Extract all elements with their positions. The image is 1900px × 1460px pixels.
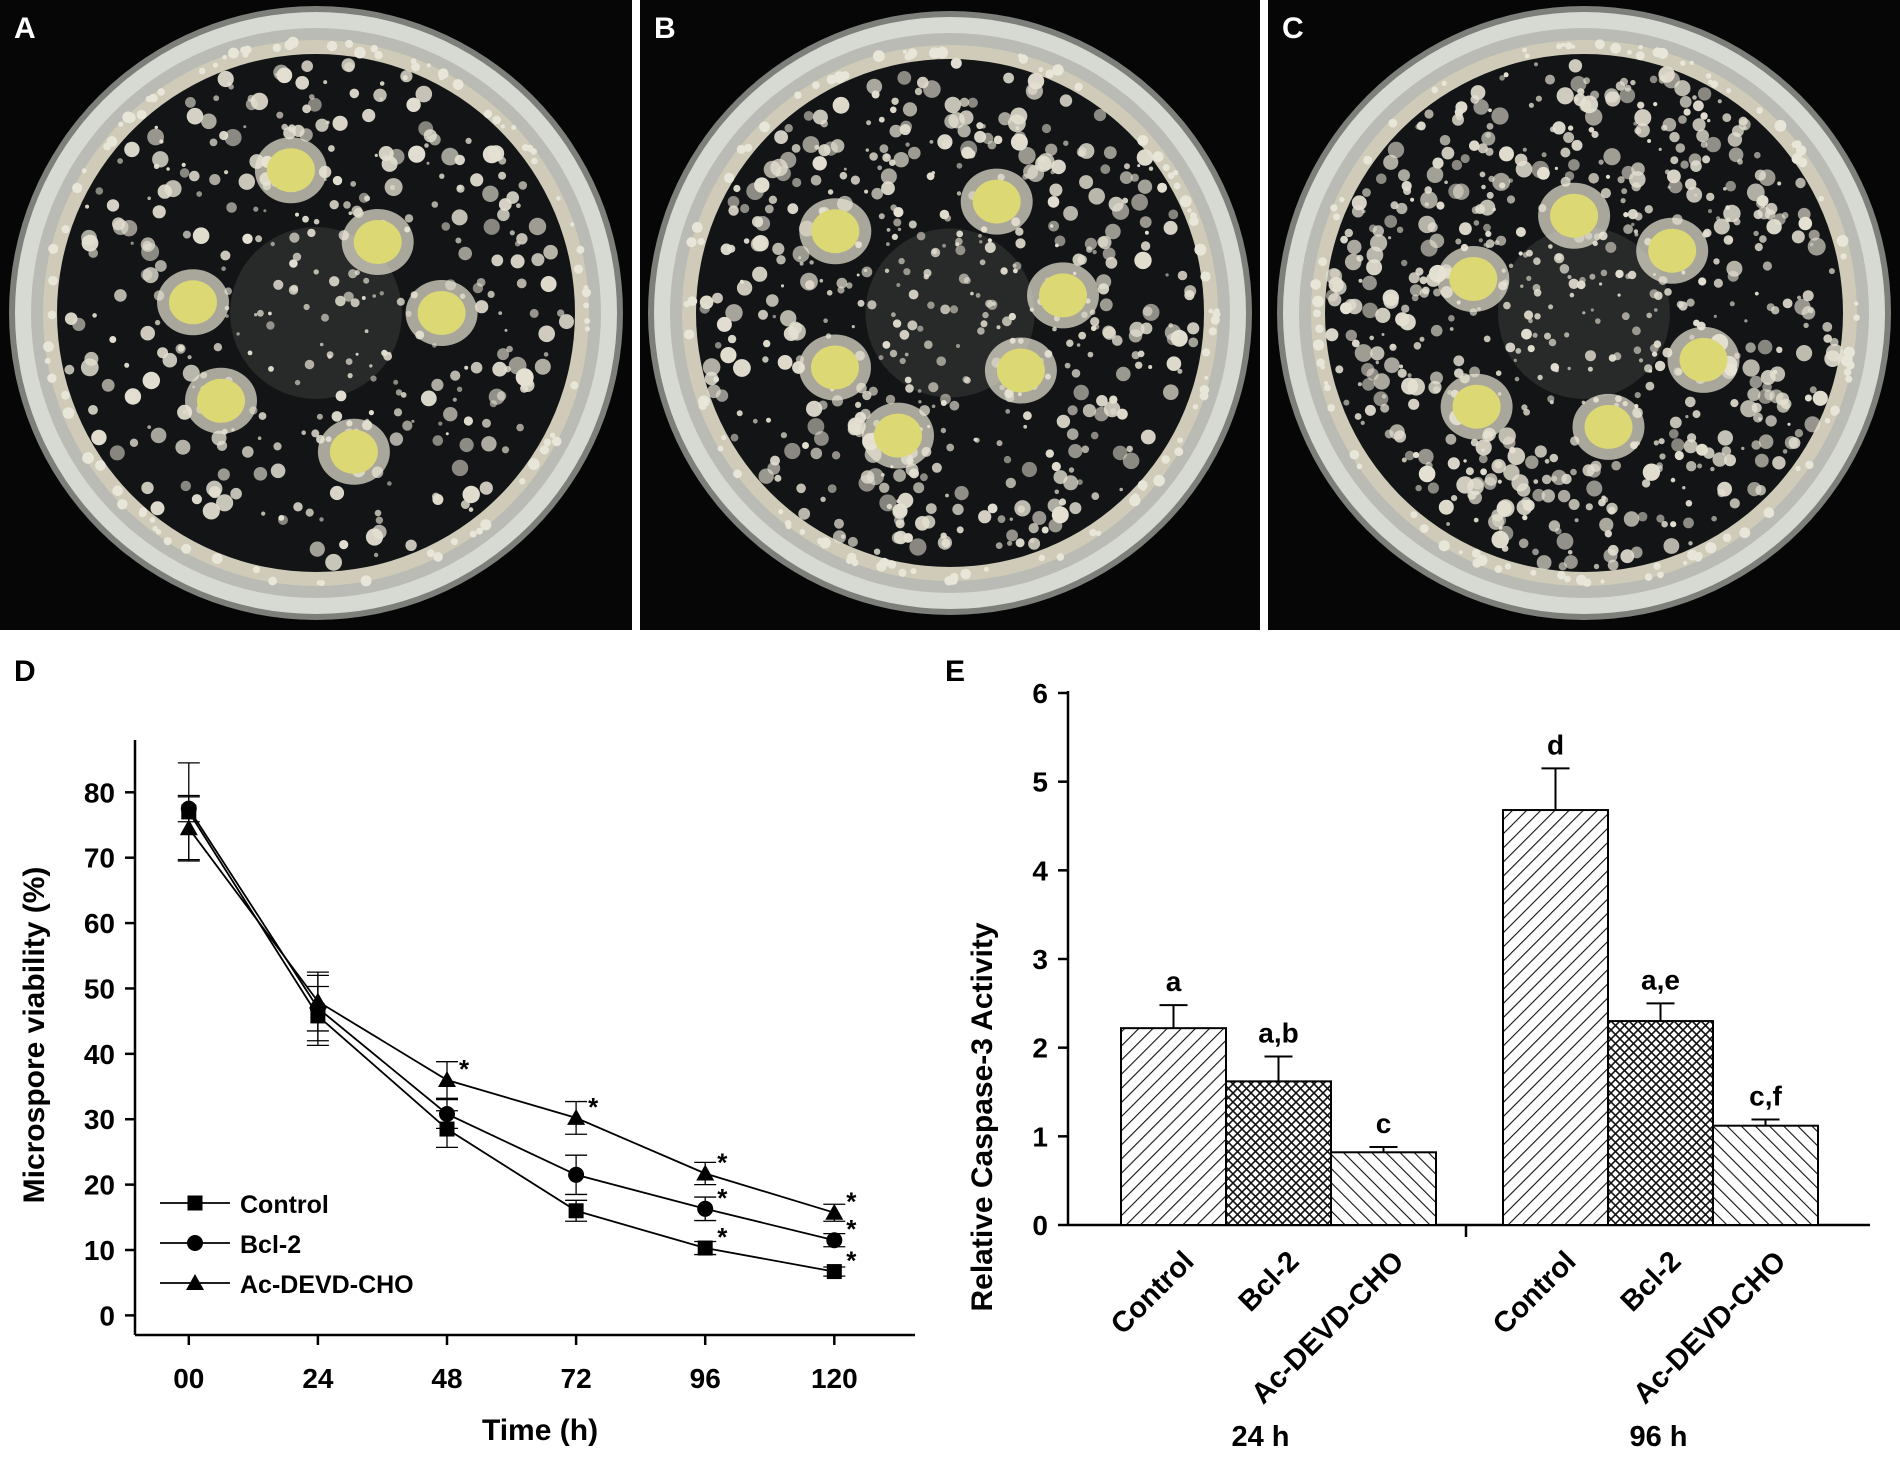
bar-ac-devd-cho (1712, 1124, 1819, 1226)
photo-panel-b: B (640, 0, 1260, 630)
y-tick-label: 0 (99, 1300, 115, 1331)
legend: Control Bcl-2 Ac-DEVD-CHO (160, 1191, 414, 1299)
significance-letters: c,f (1749, 1080, 1782, 1111)
x-tick-label: 48 (431, 1363, 462, 1394)
legend-label: Ac-DEVD-CHO (240, 1271, 414, 1299)
significance-letters: a (1166, 966, 1182, 997)
x-tick-label: 96 (690, 1363, 721, 1394)
significance-star: * (459, 1054, 470, 1084)
bar-control (1502, 809, 1609, 1226)
series-line-ac-devd-cho (188, 827, 835, 1214)
y-tick-label: 1 (1032, 1121, 1048, 1152)
data-point-square (697, 1240, 713, 1256)
significance-star: * (846, 1214, 857, 1244)
y-tick-label: 70 (84, 843, 115, 874)
bar-ac-devd-cho (1330, 1151, 1437, 1226)
data-point-triangle (825, 1203, 844, 1220)
panel-label-e: E (945, 655, 966, 688)
series-line-control (188, 811, 835, 1273)
data-point-square (826, 1264, 842, 1280)
significance-star: * (717, 1183, 728, 1213)
data-point-triangle (179, 819, 198, 836)
group-label: 96 h (1629, 1421, 1687, 1453)
significance-letters: a,b (1258, 1018, 1298, 1049)
legend-marker-circle (187, 1235, 203, 1251)
significance-star: * (846, 1246, 857, 1276)
data-point-triangle (438, 1071, 456, 1087)
y-tick-label: 10 (84, 1235, 115, 1266)
data-point-circle (439, 1106, 455, 1122)
x-axis-label: Time (h) (482, 1414, 598, 1447)
data-point-triangle (308, 992, 327, 1009)
significance-letters: c (1376, 1108, 1392, 1139)
x-tick-label: 24 (302, 1363, 334, 1394)
y-tick-label: 6 (1032, 678, 1048, 709)
petri-dish-image (1268, 0, 1900, 630)
significance-letters: a,e (1641, 964, 1680, 995)
y-axis-label: Microspore viability (%) (18, 867, 51, 1204)
significance-star: * (846, 1187, 857, 1217)
photo-panel-a: A (0, 0, 632, 630)
legend-marker-triangle (186, 1274, 204, 1290)
panel-label-d: D (14, 655, 36, 688)
panel-label-b: B (654, 12, 676, 45)
petri-dish-image (640, 0, 1260, 630)
y-tick-label: 30 (84, 1104, 115, 1135)
viability-line-chart: Microspore viability (%) Time (h) 0 10 20 3… (18, 740, 915, 1447)
data-point-triangle (567, 1108, 586, 1125)
petri-dish-image (0, 0, 632, 630)
y-tick-label: 40 (84, 1039, 115, 1070)
y-tick-label: 0 (1032, 1210, 1048, 1241)
bar-bcl-2 (1225, 1080, 1332, 1226)
data-point-square (439, 1121, 455, 1137)
y-tick-label: 60 (84, 908, 115, 939)
bar-control (1120, 1027, 1227, 1226)
y-tick-label: 50 (84, 973, 115, 1004)
data-point-circle (826, 1232, 843, 1249)
group-label: 24 h (1231, 1421, 1289, 1453)
caspase-bar-chart: Relative Caspase-3 Activity 0 1 2 3 4 5 6 a Con… (966, 678, 1870, 1453)
data-point-circle (697, 1200, 714, 1217)
data-point-circle (568, 1166, 585, 1183)
y-tick-label: 80 (84, 777, 115, 808)
significance-star: * (717, 1148, 728, 1178)
data-point-triangle (696, 1164, 715, 1181)
category-label: Bcl-2 (1615, 1245, 1688, 1318)
significance-letters: d (1547, 729, 1564, 760)
y-axis-label: Relative Caspase-3 Activity (966, 922, 999, 1311)
category-label: Control (1105, 1245, 1201, 1341)
photo-panel-c: C (1268, 0, 1900, 630)
significance-star: * (588, 1092, 599, 1122)
category-label: Bcl-2 (1233, 1245, 1306, 1318)
series-line-bcl-2 (188, 808, 835, 1242)
category-label: Control (1487, 1245, 1583, 1341)
legend-marker-square (187, 1195, 203, 1211)
panel-label-c: C (1282, 12, 1304, 45)
legend-label: Control (240, 1191, 329, 1219)
significance-star: * (717, 1222, 728, 1252)
y-tick-label: 5 (1032, 767, 1048, 798)
x-tick-label: 120 (811, 1363, 858, 1394)
panel-label-a: A (14, 12, 36, 45)
y-tick-label: 4 (1032, 855, 1048, 886)
y-tick-label: 3 (1032, 944, 1048, 975)
data-point-square (568, 1203, 584, 1219)
bar-bcl-2 (1607, 1020, 1714, 1227)
legend-label: Bcl-2 (240, 1231, 301, 1259)
x-tick-label: 00 (173, 1363, 204, 1394)
x-tick-label: 72 (561, 1363, 592, 1394)
y-tick-label: 2 (1032, 1033, 1048, 1064)
data-point-circle (180, 800, 197, 817)
y-tick-label: 20 (84, 1170, 115, 1201)
